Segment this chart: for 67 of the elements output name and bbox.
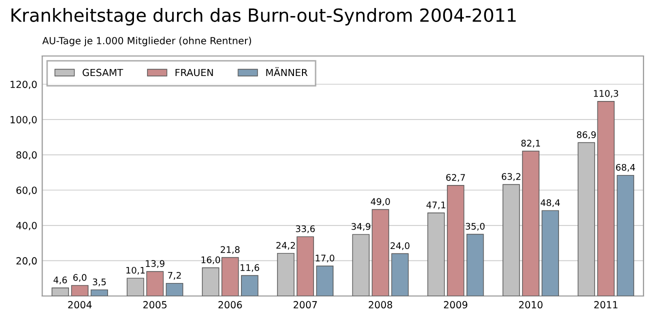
x-tick-label: 2005 <box>143 301 167 308</box>
bar <box>427 212 445 296</box>
bar <box>502 184 520 296</box>
data-label: 24,2 <box>276 242 295 250</box>
data-label: 21,8 <box>220 246 240 254</box>
y-tick-label: 40,0 <box>16 222 37 230</box>
y-tick-label: 80,0 <box>16 151 37 160</box>
y-tick-label: 100,0 <box>10 116 37 124</box>
bar <box>146 271 164 296</box>
data-label: 16,0 <box>202 256 220 264</box>
bar <box>466 234 484 296</box>
chart-title: Krankheitstage durch das Burn-out-Syndrom 2004-2011 <box>12 8 516 26</box>
data-label: 110,3 <box>594 90 618 98</box>
data-label: 17,0 <box>316 254 334 262</box>
x-tick-label: 2010 <box>519 301 542 308</box>
bar <box>277 252 294 296</box>
bar <box>221 257 239 296</box>
bar <box>578 142 596 296</box>
data-label: 47,1 <box>426 202 446 210</box>
data-label: 10,1 <box>126 266 145 275</box>
data-label: 11,6 <box>240 264 260 272</box>
x-tick-label: 2008 <box>368 301 392 308</box>
legend-label: FRAUEN <box>176 68 213 76</box>
bar <box>391 253 409 296</box>
data-label: 13,9 <box>146 260 164 268</box>
legend-label: MÄNNER <box>266 67 308 76</box>
x-tick-label: 2009 <box>444 301 468 308</box>
data-label: 68,4 <box>616 164 636 172</box>
data-label: 3,5 <box>92 278 106 286</box>
data-label: 86,9 <box>576 131 596 140</box>
data-label: 48,4 <box>540 199 560 207</box>
x-tick-label: 2004 <box>68 301 92 308</box>
bar <box>90 289 108 296</box>
y-tick-label: 120,0 <box>10 80 37 90</box>
bar <box>296 236 314 296</box>
bar <box>52 288 69 296</box>
bar <box>446 185 464 296</box>
bar <box>241 275 258 296</box>
data-label: 63,2 <box>502 173 520 181</box>
data-label: 7,2 <box>168 272 181 280</box>
data-label: 62,7 <box>446 174 465 182</box>
bar <box>542 210 559 296</box>
legend-label: GESAMT <box>82 68 124 76</box>
y-tick-label: 60,0 <box>16 186 37 195</box>
data-label: 6,0 <box>73 274 86 282</box>
bar <box>316 266 334 296</box>
x-tick-label: 2007 <box>294 301 317 308</box>
data-label: 49,0 <box>370 198 390 206</box>
bar <box>71 285 88 296</box>
data-label: 4,6 <box>54 276 67 284</box>
bar <box>352 234 370 296</box>
chart-subtitle: AU-Tage je 1.000 Mitglieder (ohne Rentner) <box>42 36 252 46</box>
bar <box>372 209 390 296</box>
x-tick-label: 2011 <box>594 301 618 308</box>
y-tick-label: 20,0 <box>16 257 37 266</box>
data-label: 24,0 <box>390 242 410 250</box>
data-label: 34,9 <box>352 223 370 231</box>
x-tick-label: 2006 <box>218 301 242 308</box>
data-label: 33,6 <box>296 225 315 234</box>
bar <box>597 101 615 296</box>
bar <box>166 282 184 296</box>
bar <box>202 267 220 296</box>
bar <box>126 278 144 296</box>
data-label: 35,0 <box>466 222 485 231</box>
data-label: 82,1 <box>521 140 540 148</box>
bar <box>616 174 634 296</box>
bar <box>522 150 540 296</box>
